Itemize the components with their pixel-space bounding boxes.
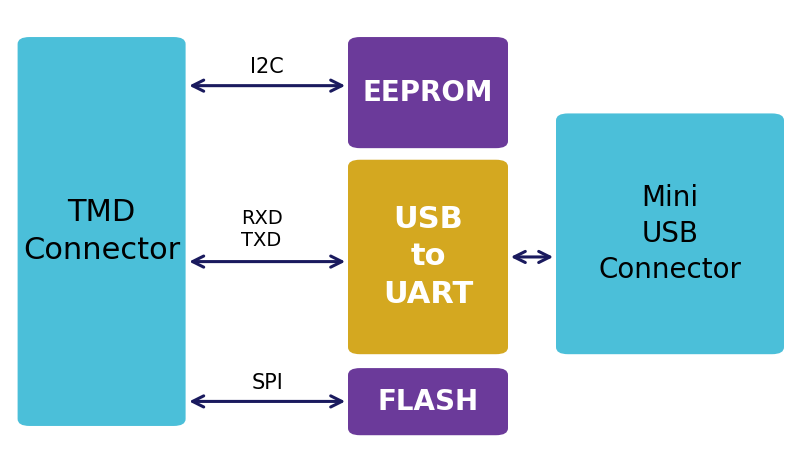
Text: RXD
TXD: RXD TXD: [241, 209, 282, 250]
Text: EEPROM: EEPROM: [362, 79, 494, 106]
Text: USB
to
UART: USB to UART: [383, 206, 473, 308]
FancyBboxPatch shape: [18, 37, 186, 426]
FancyBboxPatch shape: [348, 368, 508, 435]
Text: TMD
Connector: TMD Connector: [23, 199, 180, 264]
FancyBboxPatch shape: [348, 160, 508, 354]
Text: Mini
USB
Connector: Mini USB Connector: [598, 184, 742, 283]
FancyBboxPatch shape: [556, 113, 784, 354]
Text: FLASH: FLASH: [378, 388, 478, 416]
FancyBboxPatch shape: [348, 37, 508, 148]
Text: SPI: SPI: [251, 373, 283, 394]
Text: I2C: I2C: [250, 57, 284, 77]
